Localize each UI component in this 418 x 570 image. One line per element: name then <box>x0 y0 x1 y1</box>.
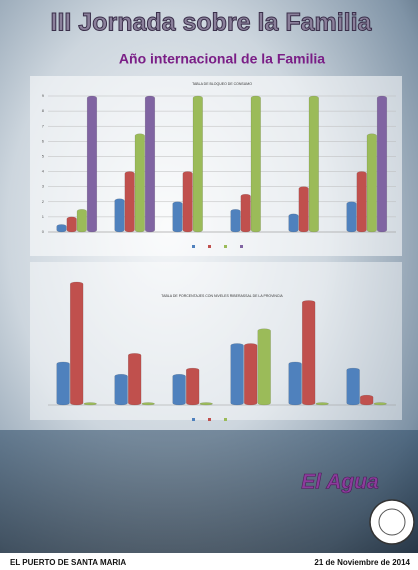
bar <box>298 186 309 233</box>
bar <box>192 95 203 233</box>
bar <box>230 209 241 233</box>
bar <box>244 343 258 406</box>
bar <box>141 402 155 406</box>
bar <box>356 171 367 233</box>
bar <box>182 171 193 233</box>
bar <box>66 216 77 233</box>
bar <box>302 300 316 406</box>
legend-swatch <box>208 245 211 248</box>
bar <box>315 402 329 406</box>
y-tick-label: 3 <box>42 184 45 189</box>
logo <box>378 508 406 536</box>
y-tick-label: 7 <box>42 123 45 128</box>
chart-title: TABLA DE PORCENTAJES CON NIVELES RIBERAS… <box>161 294 283 298</box>
bar <box>56 361 70 406</box>
bar <box>144 95 155 233</box>
bar <box>83 402 97 406</box>
y-tick-label: 0 <box>42 229 45 234</box>
y-tick-label: 5 <box>42 154 45 159</box>
bar <box>366 133 377 233</box>
legend-swatch <box>192 418 195 421</box>
y-tick-label: 6 <box>42 138 45 143</box>
poster-subtitle: Año internacional de la Familia <box>119 51 325 67</box>
bar <box>376 95 387 233</box>
chart-title: TABLA DE BLOQUEO DE CONSUMO <box>192 82 252 86</box>
bar <box>70 281 84 406</box>
bar <box>346 367 360 406</box>
y-tick-label: 1 <box>42 214 45 219</box>
bar <box>128 353 142 406</box>
place: EL PUERTO DE SANTA MARIA <box>10 558 126 567</box>
bar <box>346 201 357 233</box>
bar <box>172 201 183 233</box>
y-tick-label: 4 <box>42 169 45 174</box>
bar <box>134 133 145 233</box>
y-tick-label: 9 <box>42 93 45 98</box>
legend-swatch <box>224 245 227 248</box>
legend-swatch <box>224 418 227 421</box>
bar <box>288 361 302 406</box>
poster-title: III Jornada sobre la Familia <box>51 9 373 37</box>
bar <box>172 374 186 406</box>
bar <box>114 374 128 406</box>
legend-swatch <box>208 418 211 421</box>
bar <box>199 402 213 406</box>
chart-panel <box>30 262 402 420</box>
bar <box>360 394 374 406</box>
footer-band <box>0 553 418 570</box>
bar <box>373 402 387 406</box>
bar <box>186 367 200 406</box>
y-tick-label: 2 <box>42 199 45 204</box>
date: 21 de Noviembre de 2014 <box>314 558 410 567</box>
legend-swatch <box>192 245 195 248</box>
bar <box>250 95 261 233</box>
logo <box>369 499 415 545</box>
bar <box>240 194 251 233</box>
bar <box>86 95 97 233</box>
bar <box>124 171 135 233</box>
bar <box>230 343 244 406</box>
legend-swatch <box>240 245 243 248</box>
y-tick-label: 8 <box>42 108 45 113</box>
bar <box>257 328 271 406</box>
water-image <box>0 430 418 555</box>
bar <box>114 198 125 233</box>
bar <box>56 224 67 233</box>
theme-title: El Agua <box>301 471 379 494</box>
bar <box>76 209 87 233</box>
bar <box>308 95 319 233</box>
bar <box>288 213 299 233</box>
